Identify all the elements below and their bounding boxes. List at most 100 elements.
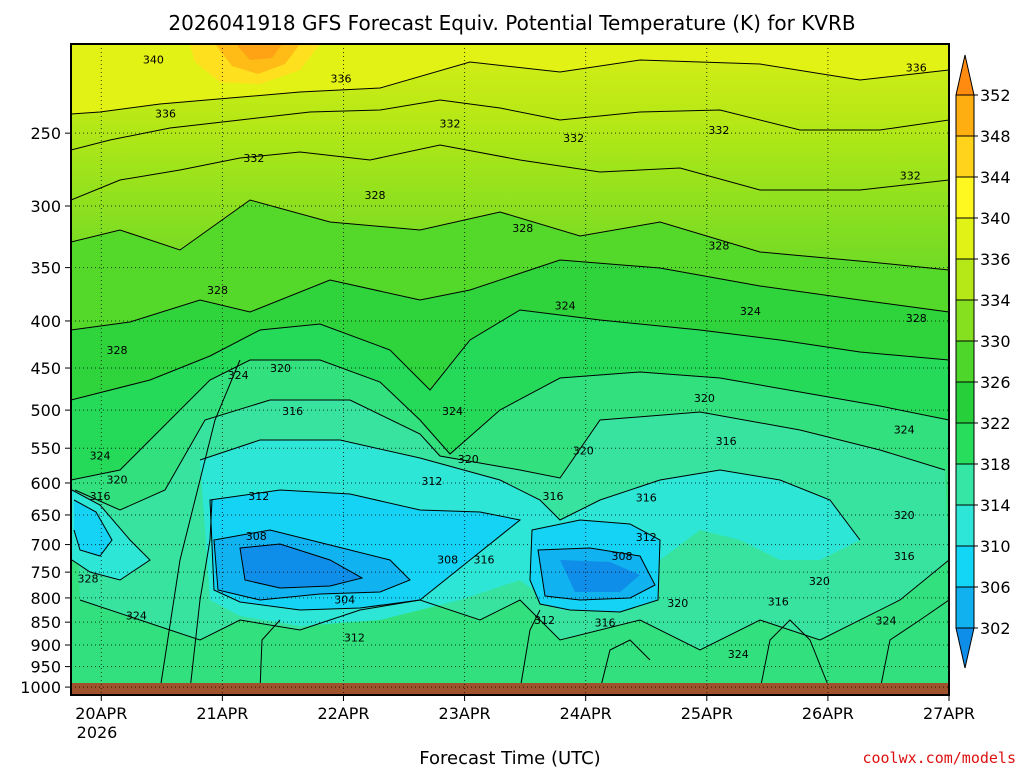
- contour-label-text: 336: [906, 61, 927, 74]
- credit-link[interactable]: coolwx.com/models: [862, 749, 1016, 767]
- contour-label: 328: [906, 312, 927, 325]
- contour-label-text: 320: [270, 362, 291, 375]
- contour-label: 340: [143, 54, 164, 67]
- colorbar-band: [955, 463, 975, 506]
- theta-e-region-298b: [560, 560, 640, 592]
- contour-lines: [71, 59, 949, 691]
- contour-label-text: 316: [595, 617, 616, 630]
- colorbar-band: [955, 422, 975, 465]
- contour-label: 328: [107, 344, 128, 357]
- contour-label-text: 324: [876, 615, 897, 628]
- contour-label: 320: [107, 474, 128, 487]
- colorbar-label: 322: [980, 414, 1011, 433]
- contour-label: 324: [894, 424, 915, 437]
- y-tick-label: 600: [30, 474, 61, 493]
- contour-label-text: 340: [143, 54, 164, 67]
- x-tick-label: 24APR: [560, 704, 612, 723]
- colorbar-label: 348: [980, 127, 1011, 146]
- contour-label-text: 320: [458, 453, 479, 466]
- contour-label: 316: [716, 435, 737, 448]
- plot-area: 340 336 336 332 332 332 332 332 336 328 328 328 328 3…: [71, 44, 949, 695]
- dotted-grid: [71, 44, 949, 695]
- contour-label: 308: [246, 530, 267, 543]
- contour-label: 320: [894, 509, 915, 522]
- y-axis: 250 300 350 400 450 500 550 600 650 700 750 800 850 9…: [20, 124, 71, 697]
- contour-label-text: 312: [534, 614, 555, 627]
- contour-label: 332: [900, 170, 921, 183]
- contour-label: 312: [248, 490, 269, 503]
- y-tick-label: 900: [30, 636, 61, 655]
- contour-label-text: 320: [107, 474, 128, 487]
- colorbar-band: [955, 258, 975, 301]
- y-tick-label: 250: [30, 124, 61, 143]
- contour-label: 316: [282, 405, 303, 418]
- colorbar-band: [955, 176, 975, 219]
- contour-label-text: 328: [364, 189, 385, 202]
- contour-label-text: 328: [107, 344, 128, 357]
- contour-label-text: 328: [207, 284, 228, 297]
- contour-label: 324: [728, 648, 749, 661]
- x-axis: 20APR 21APR 22APR 23APR 24APR 25APR 26APR 27APR: [75, 695, 975, 723]
- contour-label-text: 332: [900, 170, 921, 183]
- colorbar-top-arrow: [955, 54, 975, 96]
- contour-label: 312: [636, 531, 657, 544]
- contour-label: 324: [555, 300, 576, 313]
- contour-label: 336: [155, 108, 176, 121]
- contour-label: 316: [768, 595, 789, 608]
- colorbar-band: [955, 504, 975, 547]
- contour-label: 312: [421, 475, 442, 488]
- contour-label: 328: [512, 222, 533, 235]
- contour-label-text: 320: [809, 575, 830, 588]
- contour-label-text: 304: [334, 593, 355, 606]
- contour-label-text: 324: [126, 610, 147, 623]
- colorbar-band: [955, 545, 975, 588]
- contour-label: 328: [708, 239, 729, 252]
- x-tick-label: 20APR: [75, 704, 127, 723]
- contour-label: 332: [563, 132, 584, 145]
- contour-label-text: 332: [440, 117, 461, 130]
- y-tick-label: 700: [30, 536, 61, 555]
- colorbar-label: 330: [980, 332, 1011, 351]
- colorbar-label: 344: [980, 168, 1011, 187]
- contour-label: 312: [344, 631, 365, 644]
- chart-title: 2026041918 GFS Forecast Equiv. Potential…: [168, 11, 855, 35]
- colorbar-label: 334: [980, 291, 1011, 310]
- contour-label: 316: [595, 617, 616, 630]
- contour-label-text: 332: [563, 132, 584, 145]
- colorbar-label: 336: [980, 250, 1011, 269]
- contour-label-text: 324: [740, 305, 761, 318]
- contour-label: 324: [442, 405, 463, 418]
- contour-label-text: 312: [248, 490, 269, 503]
- y-tick-label: 550: [30, 439, 61, 458]
- colorbar-band: [955, 381, 975, 424]
- contour-label: 320: [809, 575, 830, 588]
- contour-label-text: 328: [708, 239, 729, 252]
- contour-label-text: 324: [228, 369, 249, 382]
- contour-label-text: 328: [512, 222, 533, 235]
- contour-label-text: 316: [636, 491, 657, 504]
- colorbar-band: [955, 135, 975, 178]
- contour-labels: 340 336 336 332 332 332 332 332 336 328 328 328 328 3…: [77, 54, 927, 661]
- y-tick-label: 450: [30, 359, 61, 378]
- x-tick-label: 26APR: [802, 704, 854, 723]
- y-tick-label: 950: [30, 658, 61, 677]
- contour-label: 336: [331, 72, 352, 85]
- colorbar-label: 314: [980, 496, 1011, 515]
- contour-label-text: 316: [90, 490, 111, 503]
- y-tick-label: 750: [30, 563, 61, 582]
- contour-label-text: 320: [573, 444, 594, 457]
- x-axis-title: Forecast Time (UTC): [419, 748, 600, 768]
- colorbar-bottom-arrow: [955, 627, 975, 669]
- y-tick-label: 850: [30, 613, 61, 632]
- contour-label: 324: [90, 449, 111, 462]
- contour-label-text: 324: [442, 405, 463, 418]
- contour-label-text: 312: [421, 475, 442, 488]
- y-tick-label: 400: [30, 312, 61, 331]
- contour-label: 328: [207, 284, 228, 297]
- contour-label: 316: [894, 550, 915, 563]
- contour-label: 320: [667, 597, 688, 610]
- contour-label-text: 312: [636, 531, 657, 544]
- x-tick-label: 27APR: [923, 704, 975, 723]
- contour-label: 320: [694, 392, 715, 405]
